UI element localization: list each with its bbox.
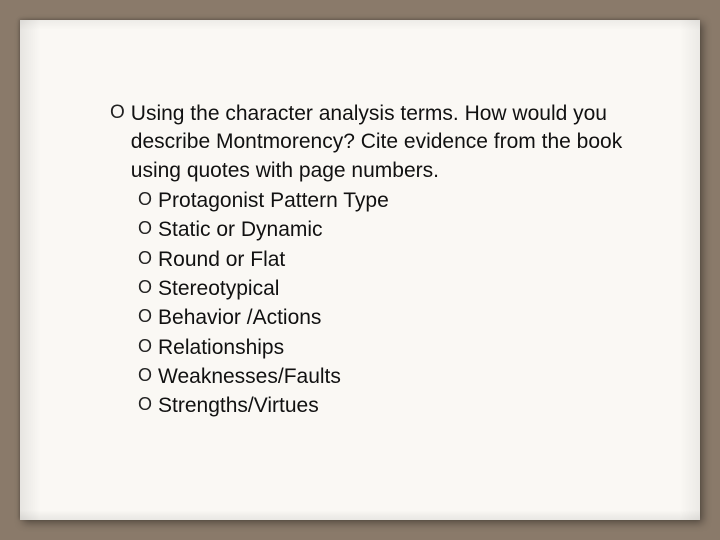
bullet-icon: O [138, 392, 152, 416]
sub-item-text: Strengths/Virtues [158, 392, 319, 420]
sub-list-item: O Behavior /Actions [138, 304, 640, 332]
sub-list-item: O Weaknesses/Faults [138, 363, 640, 391]
main-item-text: Using the character analysis terms. How … [131, 100, 640, 185]
bullet-icon: O [138, 187, 152, 211]
sub-item-text: Stereotypical [158, 275, 279, 303]
sub-list-item: O Strengths/Virtues [138, 392, 640, 420]
sub-item-text: Round or Flat [158, 246, 285, 274]
sub-list-item: O Protagonist Pattern Type [138, 187, 640, 215]
sub-list-item: O Round or Flat [138, 246, 640, 274]
bullet-icon: O [110, 100, 125, 126]
bullet-icon: O [138, 304, 152, 328]
sub-item-text: Relationships [158, 334, 284, 362]
main-list-item: O Using the character analysis terms. Ho… [110, 100, 640, 185]
sub-list-item: O Static or Dynamic [138, 216, 640, 244]
bullet-icon: O [138, 216, 152, 240]
sub-item-text: Behavior /Actions [158, 304, 321, 332]
sub-list-item: O Stereotypical [138, 275, 640, 303]
sub-list-item: O Relationships [138, 334, 640, 362]
slide-paper: O Using the character analysis terms. Ho… [20, 20, 700, 520]
sub-item-text: Weaknesses/Faults [158, 363, 341, 391]
bullet-icon: O [138, 246, 152, 270]
bullet-icon: O [138, 334, 152, 358]
sub-item-text: Protagonist Pattern Type [158, 187, 389, 215]
sub-list: O Protagonist Pattern Type O Static or D… [138, 187, 640, 421]
sub-item-text: Static or Dynamic [158, 216, 323, 244]
bullet-icon: O [138, 275, 152, 299]
bullet-icon: O [138, 363, 152, 387]
